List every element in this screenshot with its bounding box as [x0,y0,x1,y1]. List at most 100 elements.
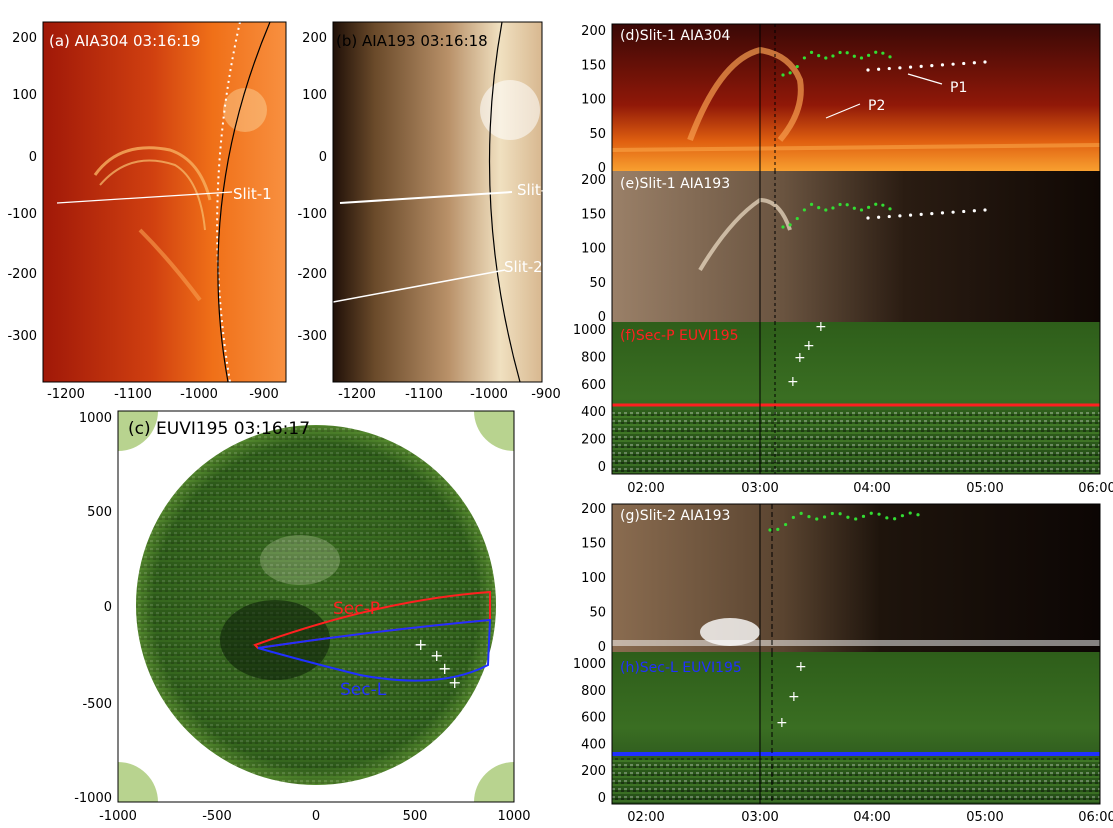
track-point [887,214,891,219]
y-tick-label-c: 0 [104,600,112,615]
track-point [830,511,834,516]
y-tick-label-slit: 0 [598,640,606,655]
time-tick-label: 06:00 [1078,810,1113,825]
track-point [859,56,864,60]
x-tick-label-a: -1200 [47,387,85,402]
cme-marker: + [815,319,827,335]
track-point [877,67,881,71]
x-tick-label-c: -1000 [99,809,137,824]
y-tick-label-c: -500 [82,697,112,712]
y-tick-label-a: 200 [12,31,37,46]
y-tick-label-b: -100 [297,207,327,222]
y-tick-label-a: -200 [7,267,37,282]
panel-b-features [333,22,540,382]
track-point [962,209,966,214]
y-tick-label-sector: 0 [598,791,606,806]
track-point [898,214,902,218]
cme-marker: + [795,659,807,675]
y-tick-label-slit: 200 [581,173,606,188]
y-tick-label-c: 1000 [79,411,112,426]
x-tick-label-a: -1000 [180,387,218,402]
panel-f: (f)Sec-P EUVI195 + + + + [612,319,1100,474]
y-tick-label-b: -300 [297,329,327,344]
x-tick-label-a: -1100 [114,387,152,402]
panel-b-slit1-label: Slit-1 [517,181,556,199]
y-tick-label-sector: 600 [581,378,606,393]
track-point [781,73,785,77]
track-point [788,223,792,227]
panel-a: (a) AIA304 03:16:19 Slit-1 [42,21,287,383]
panel-b-slit2-label: Slit-2 [504,258,543,276]
track-point [972,61,976,65]
track-point [861,514,866,518]
y-tick-label-slit: 200 [581,502,606,517]
track-point [962,61,966,66]
track-point [867,53,871,57]
track-point [908,511,912,515]
cme-marker: + [776,715,788,731]
panel-d-p1-label: P1 [950,80,967,96]
limb-solid [217,22,271,382]
y-tick-label-sector: 200 [581,764,606,779]
sector-p-label: Sec-P [333,599,380,619]
y-tick-label-slit: 200 [581,24,606,39]
y-tick-label-sector: 1000 [573,323,606,338]
x-tick-label-b: -1200 [338,387,376,402]
x-tick-label-a: -900 [249,387,279,402]
track-point [881,51,885,55]
limb-solid-b [488,22,521,382]
track-point [852,54,856,58]
track-point [983,208,987,212]
track-point [867,205,871,209]
panel-e: (e)Slit-1 AIA193 [612,171,1100,322]
track-point [887,66,891,71]
track-point [908,65,913,69]
panel-c: + + + + (c) EUVI195 03:16:17 Sec-P Sec-L [117,410,515,803]
time-tick-label: 03:00 [741,481,778,496]
track-point [768,528,772,532]
y-tick-label-b: 100 [302,88,327,103]
x-tick-label-c: -500 [202,809,232,824]
track-point [802,208,807,212]
track-point [781,225,785,229]
track-point [824,208,828,212]
y-tick-label-sector: 800 [581,350,606,365]
track-point [809,50,814,54]
track-point [983,60,987,64]
panel-d-tracks [781,50,987,77]
y-tick-label-sector: 600 [581,711,606,726]
cme-marker: + [788,689,800,705]
track-point [885,516,889,520]
panel-g-label: (g)Slit-2 AIA193 [620,508,730,524]
track-point [874,202,878,206]
y-tick-label-b: -200 [297,267,327,282]
slit-1-line-b [339,191,513,204]
panel-f-label: (f)Sec-P EUVI195 [620,328,739,344]
x-tick-label-c: 1000 [497,809,530,824]
y-tick-label-a: -300 [7,329,37,344]
sector-l-outline [257,618,492,682]
track-point [919,64,923,68]
track-point [866,68,870,72]
track-point [795,64,799,69]
cme-marker: + [803,338,815,354]
y-tick-label-slit: 100 [581,571,606,586]
cme-marker: + [787,374,799,390]
track-point [877,215,881,219]
track-point [838,50,842,55]
track-point [802,56,807,60]
panel-h: (h)Sec-L EUVI195 + + + [612,652,1100,804]
track-point [874,50,878,54]
panel-a-features [56,22,271,382]
panel-e-label: (e)Slit-1 AIA193 [620,176,730,192]
y-tick-label-slit: 0 [598,161,606,176]
y-tick-label-sector: 200 [581,433,606,448]
track-point [809,202,814,206]
y-tick-label-c: -1000 [74,791,112,806]
track-point [795,216,799,221]
time-tick-label: 05:00 [966,810,1003,825]
track-point [930,212,934,216]
track-point [791,515,795,520]
y-tick-label-slit: 150 [581,537,606,552]
